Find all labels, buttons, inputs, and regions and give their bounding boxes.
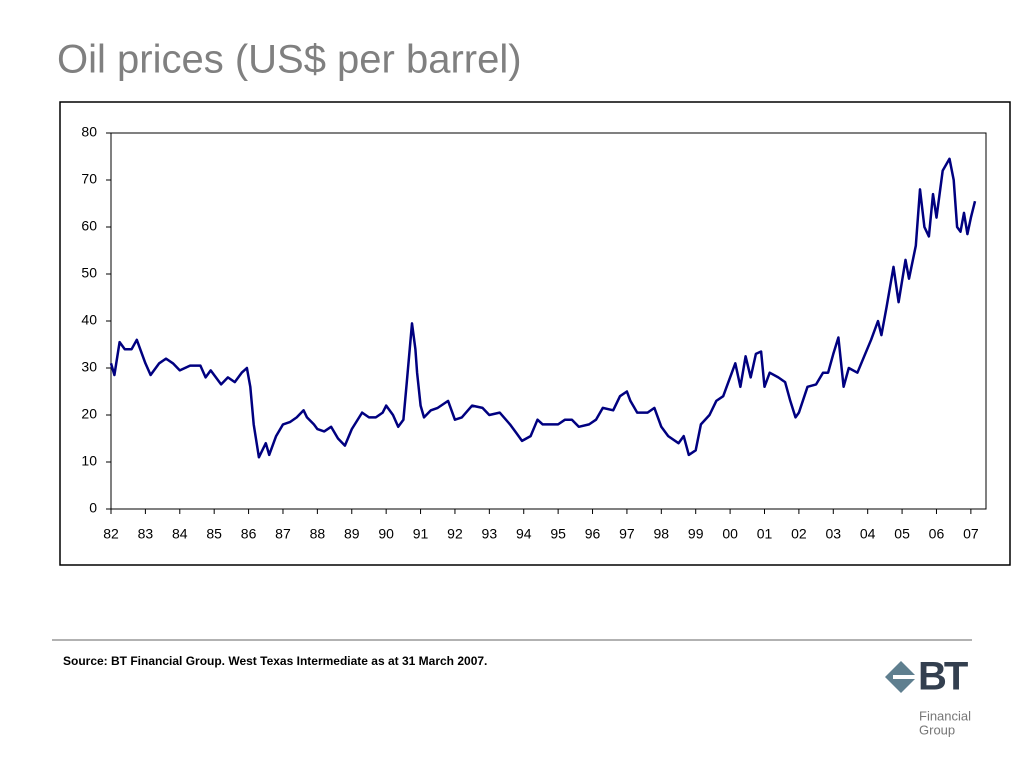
x-tick-label: 89 <box>344 526 360 542</box>
y-tick-label: 0 <box>89 500 97 516</box>
x-tick-label: 96 <box>585 526 601 542</box>
y-tick-label: 40 <box>81 312 97 328</box>
x-tick-label: 01 <box>757 526 773 542</box>
logo-sub: Financial <box>919 708 971 723</box>
x-tick-label: 00 <box>722 526 738 542</box>
x-tick-label: 83 <box>138 526 154 542</box>
x-tick-label: 95 <box>550 526 566 542</box>
x-tick-label: 87 <box>275 526 291 542</box>
x-tick-label: 93 <box>482 526 498 542</box>
x-tick-label: 85 <box>206 526 222 542</box>
x-tick-label: 05 <box>894 526 910 542</box>
x-tick-label: 04 <box>860 526 876 542</box>
x-tick-label: 86 <box>241 526 257 542</box>
logo-sub: Group <box>919 722 955 737</box>
y-tick-label: 20 <box>81 406 97 422</box>
source-note: Source: BT Financial Group. West Texas I… <box>63 654 487 668</box>
y-tick-label: 60 <box>81 218 97 234</box>
plot-area <box>110 132 987 510</box>
y-tick-label: 70 <box>81 171 97 187</box>
x-tick-label: 98 <box>654 526 670 542</box>
y-tick-label: 10 <box>81 453 97 469</box>
x-tick-label: 02 <box>791 526 807 542</box>
x-tick-label: 06 <box>929 526 945 542</box>
x-tick-label: 91 <box>413 526 429 542</box>
logo-bar <box>893 675 917 679</box>
x-tick-label: 03 <box>825 526 841 542</box>
x-tick-label: 84 <box>172 526 188 542</box>
x-tick-label: 88 <box>310 526 326 542</box>
x-tick-label: 90 <box>378 526 394 542</box>
slide-title: Oil prices (US$ per barrel) <box>57 38 522 82</box>
x-tick-label: 99 <box>688 526 704 542</box>
price-line <box>109 157 977 459</box>
x-tick-label: 92 <box>447 526 463 542</box>
x-tick-label: 07 <box>963 526 979 542</box>
x-tick-label: 97 <box>619 526 635 542</box>
y-tick-label: 30 <box>81 359 97 375</box>
logo-name: BT <box>918 655 968 699</box>
x-tick-label: 94 <box>516 526 532 542</box>
x-tick-label: 82 <box>103 526 119 542</box>
chart-frame <box>59 101 1011 566</box>
y-tick-label: 50 <box>81 265 97 281</box>
y-tick-label: 80 <box>81 124 97 140</box>
